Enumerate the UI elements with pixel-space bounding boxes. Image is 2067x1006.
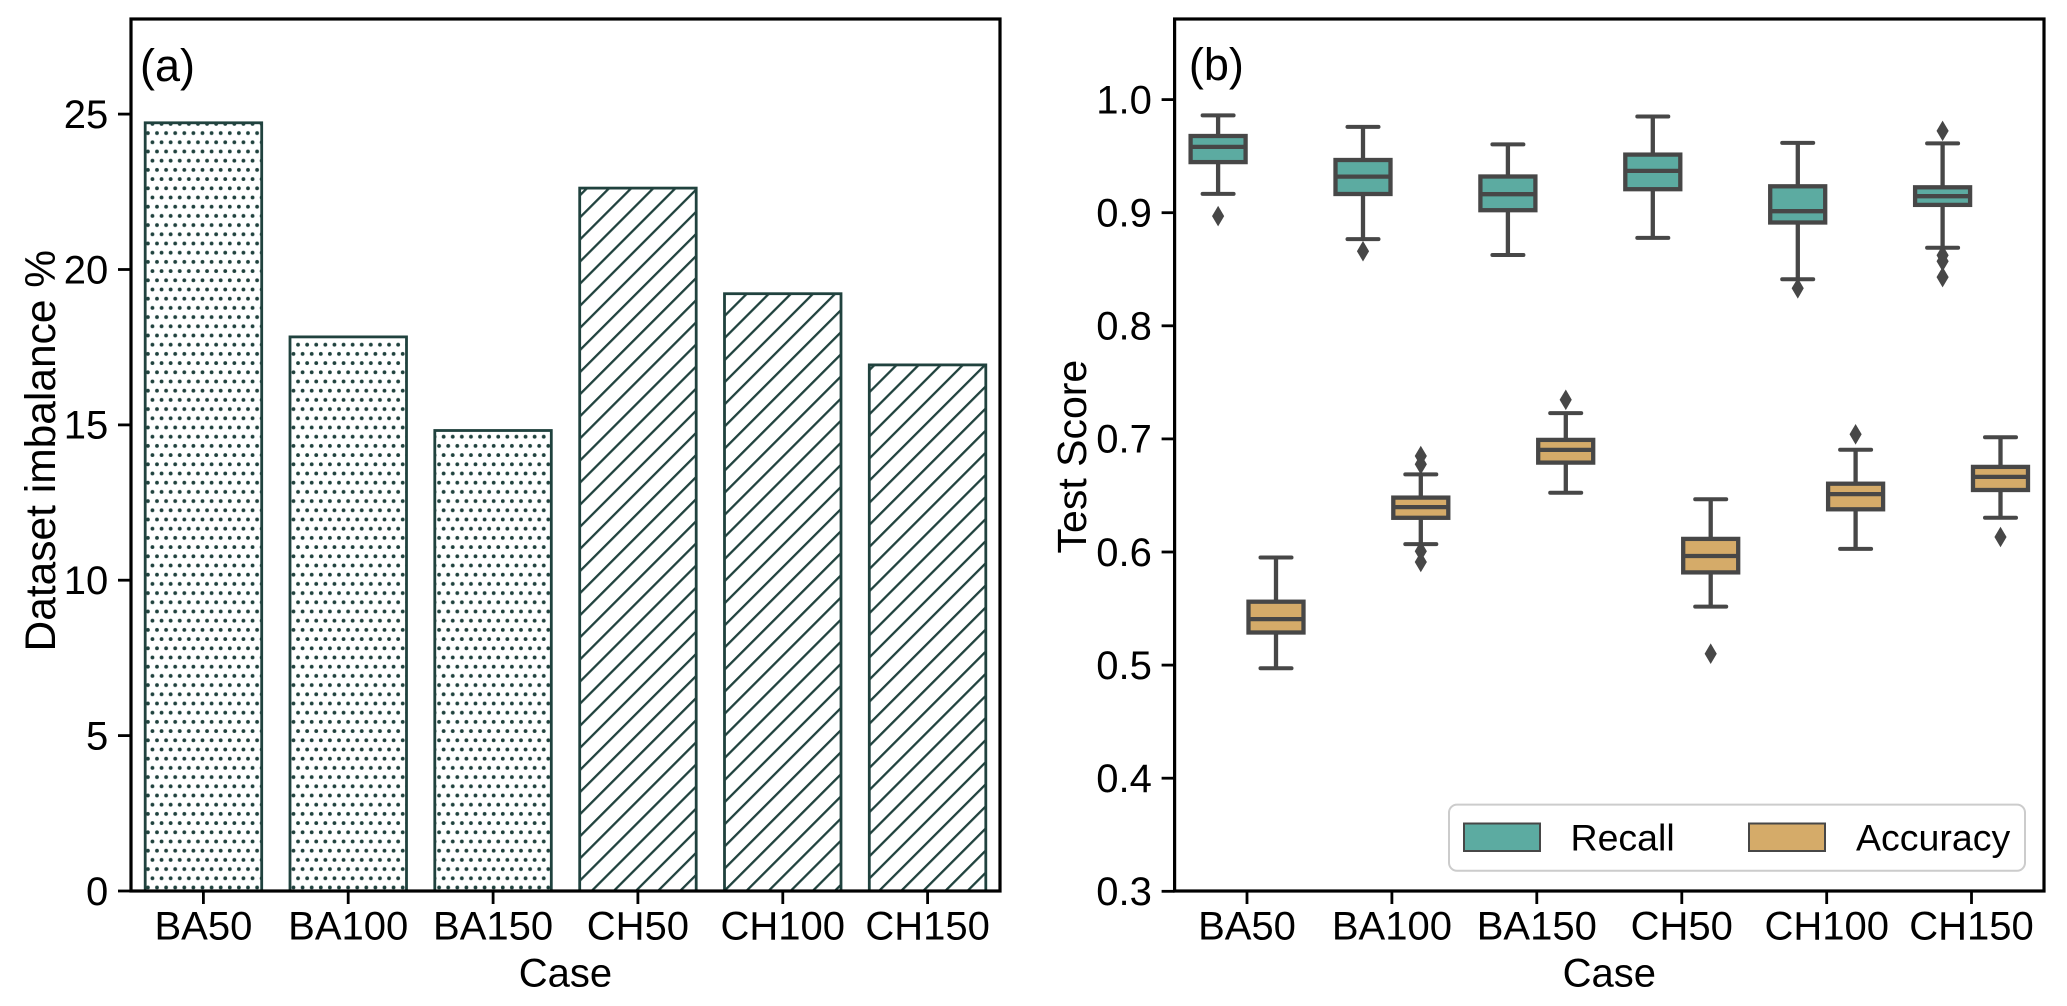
svg-text:BA100: BA100 xyxy=(1332,905,1452,949)
svg-text:CH150: CH150 xyxy=(865,905,990,949)
svg-text:Case: Case xyxy=(519,952,612,996)
svg-text:(a): (a) xyxy=(140,40,195,91)
svg-text:0.5: 0.5 xyxy=(1096,644,1152,688)
svg-text:0.6: 0.6 xyxy=(1096,531,1152,575)
svg-text:25: 25 xyxy=(64,93,109,137)
svg-text:CH100: CH100 xyxy=(721,905,846,949)
svg-text:0.8: 0.8 xyxy=(1096,305,1152,349)
svg-text:BA50: BA50 xyxy=(1198,905,1296,949)
svg-text:CH100: CH100 xyxy=(1764,905,1889,949)
svg-text:BA100: BA100 xyxy=(288,905,408,949)
svg-text:0.4: 0.4 xyxy=(1096,757,1152,801)
svg-text:Case: Case xyxy=(1563,952,1656,996)
svg-text:0.3: 0.3 xyxy=(1096,870,1152,914)
svg-text:Dataset imbalance %: Dataset imbalance % xyxy=(18,250,65,652)
svg-text:CH50: CH50 xyxy=(1631,905,1733,949)
svg-text:0.9: 0.9 xyxy=(1096,192,1152,236)
svg-text:BA150: BA150 xyxy=(433,905,553,949)
svg-text:1.0: 1.0 xyxy=(1096,78,1152,122)
svg-text:CH50: CH50 xyxy=(587,905,689,949)
svg-text:20: 20 xyxy=(64,248,109,292)
svg-text:Accuracy: Accuracy xyxy=(1856,817,2010,859)
svg-text:(b): (b) xyxy=(1189,39,1244,90)
svg-text:BA50: BA50 xyxy=(154,905,252,949)
svg-text:15: 15 xyxy=(64,404,109,448)
svg-text:0.7: 0.7 xyxy=(1096,418,1152,462)
svg-text:BA150: BA150 xyxy=(1477,905,1597,949)
svg-text:Recall: Recall xyxy=(1571,817,1675,859)
svg-text:10: 10 xyxy=(64,559,109,603)
svg-text:5: 5 xyxy=(86,714,108,758)
svg-text:Test Score: Test Score xyxy=(1049,360,1095,554)
svg-text:CH150: CH150 xyxy=(1909,905,2034,949)
svg-text:0: 0 xyxy=(86,870,108,914)
